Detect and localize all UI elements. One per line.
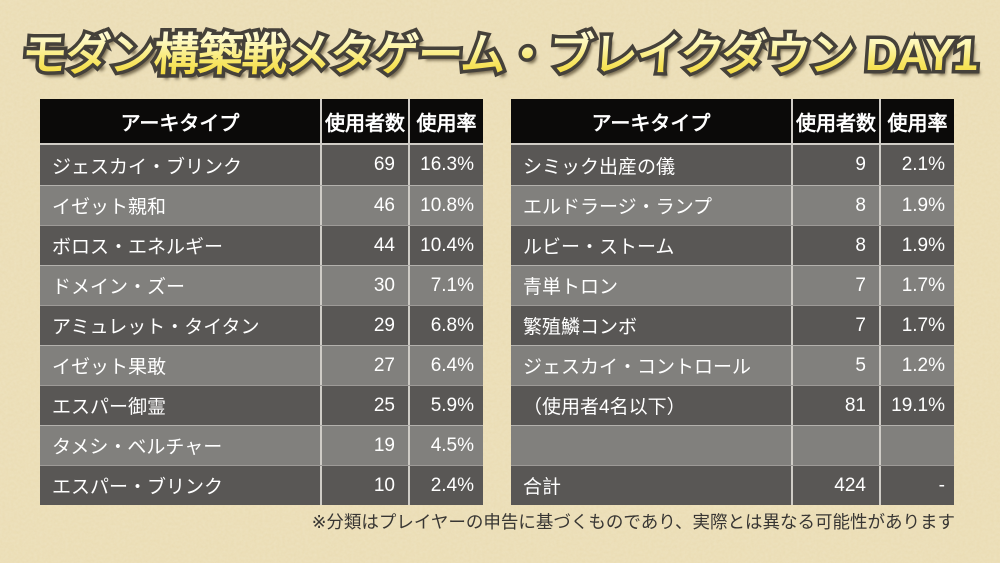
rate-cell: 1.9% <box>879 226 954 265</box>
users-cell: 46 <box>320 186 408 225</box>
rate-cell: 1.7% <box>879 306 954 345</box>
archetype-cell: ジェスカイ・コントロール <box>523 357 752 378</box>
archetype-cell: エルドラージ・ランプ <box>523 197 713 218</box>
archetype-cell: 青単トロン <box>523 277 619 298</box>
table-row: エスパー・ブリンク 10 2.4% <box>40 465 483 505</box>
users-cell <box>791 426 879 465</box>
archetype-cell: イゼット果敢 <box>52 357 167 378</box>
header-rate: 使用率 <box>879 99 954 143</box>
table-row: （使用者4名以下） 81 19.1% <box>511 385 954 425</box>
total-rate-cell: - <box>879 466 954 505</box>
table-row-total: 合計 424 - <box>511 465 954 505</box>
rate-cell: 1.9% <box>879 186 954 225</box>
users-cell: 19 <box>320 426 408 465</box>
users-cell: 81 <box>791 386 879 425</box>
archetype-cell <box>511 426 791 465</box>
archetype-cell: シミック出産の儀 <box>523 156 676 178</box>
page-title-text: モダン構築戦メタゲーム・ブレイクダウン DAY1 <box>0 18 1000 83</box>
table-row: アミュレット・タイタン 29 6.8% <box>40 305 483 345</box>
archetype-cell: エスパー御霊 <box>52 397 167 418</box>
rate-cell: 6.4% <box>408 346 483 385</box>
table-row-empty <box>511 425 954 465</box>
table-header-row: アーキタイプ 使用者数 使用率 <box>40 99 483 145</box>
archetype-cell: アミュレット・タイタン <box>52 317 260 338</box>
table-body: シミック出産の儀 9 2.1% エルドラージ・ランプ 8 1.9% ルビー・スト… <box>511 145 954 505</box>
table-row: シミック出産の儀 9 2.1% <box>511 145 954 185</box>
table-header-row: アーキタイプ 使用者数 使用率 <box>511 99 954 145</box>
table-row: 繁殖鱗コンボ 7 1.7% <box>511 305 954 345</box>
rate-cell: 1.7% <box>879 266 954 305</box>
disclaimer-note: ※分類はプレイヤーの申告に基づくものであり、実際とは異なる可能性があります <box>311 512 955 532</box>
metagame-table-right: アーキタイプ 使用者数 使用率 シミック出産の儀 9 2.1% エルドラージ・ラ… <box>511 99 954 505</box>
rate-cell: 2.1% <box>879 145 954 185</box>
archetype-cell: ドメイン・ズー <box>52 277 186 298</box>
table-row: タメシ・ベルチャー 19 4.5% <box>40 425 483 465</box>
rate-cell: 7.1% <box>408 266 483 305</box>
archetype-cell: エスパー・ブリンク <box>52 477 224 498</box>
table-body: ジェスカイ・ブリンク 69 16.3% イゼット親和 46 10.8% ボロス・… <box>40 145 483 505</box>
users-cell: 8 <box>791 226 879 265</box>
table-row: 青単トロン 7 1.7% <box>511 265 954 305</box>
header-archetype: アーキタイプ <box>591 112 711 135</box>
table-row: エルドラージ・ランプ 8 1.9% <box>511 185 954 225</box>
table-row: ルビー・ストーム 8 1.9% <box>511 225 954 265</box>
table-row: エスパー御霊 25 5.9% <box>40 385 483 425</box>
archetype-cell: タメシ・ベルチャー <box>52 437 223 458</box>
users-cell: 29 <box>320 306 408 345</box>
metagame-table-left: アーキタイプ 使用者数 使用率 ジェスカイ・ブリンク 69 16.3% イゼット… <box>40 99 483 505</box>
page-title: モダン構築戦メタゲーム・ブレイクダウン DAY1 モダン構築戦メタゲーム・ブレイ… <box>0 18 1000 86</box>
rate-cell: 10.4% <box>408 226 483 265</box>
users-cell: 7 <box>791 266 879 305</box>
table-row: イゼット果敢 27 6.4% <box>40 345 483 385</box>
users-cell: 10 <box>320 466 408 505</box>
header-rate: 使用率 <box>408 99 483 143</box>
rate-cell: 16.3% <box>408 145 483 185</box>
users-cell: 30 <box>320 266 408 305</box>
users-cell: 27 <box>320 346 408 385</box>
users-cell: 25 <box>320 386 408 425</box>
rate-cell: 5.9% <box>408 386 483 425</box>
rate-cell: 1.2% <box>879 346 954 385</box>
rate-cell <box>879 426 954 465</box>
rate-cell: 19.1% <box>879 386 954 425</box>
table-row: ドメイン・ズー 30 7.1% <box>40 265 483 305</box>
archetype-cell: ルビー・ストーム <box>523 237 675 258</box>
users-cell: 5 <box>791 346 879 385</box>
header-users: 使用者数 <box>320 99 408 143</box>
users-cell: 9 <box>791 145 879 185</box>
archetype-cell: 繁殖鱗コンボ <box>523 317 638 338</box>
rate-cell: 6.8% <box>408 306 483 345</box>
users-cell: 7 <box>791 306 879 345</box>
rate-cell: 10.8% <box>408 186 483 225</box>
archetype-cell: ジェスカイ・ブリンク <box>52 156 243 178</box>
archetype-cell: （使用者4名以下） <box>523 397 686 418</box>
header-archetype: アーキタイプ <box>120 112 240 135</box>
table-row: ボロス・エネルギー 44 10.4% <box>40 225 483 265</box>
users-cell: 8 <box>791 186 879 225</box>
total-label-cell: 合計 <box>523 477 562 498</box>
rate-cell: 4.5% <box>408 426 483 465</box>
total-users-cell: 424 <box>791 466 879 505</box>
users-cell: 69 <box>320 145 408 185</box>
header-users: 使用者数 <box>791 99 879 143</box>
table-row: イゼット親和 46 10.8% <box>40 185 483 225</box>
rate-cell: 2.4% <box>408 466 483 505</box>
table-row: ジェスカイ・コントロール 5 1.2% <box>511 345 954 385</box>
users-cell: 44 <box>320 226 408 265</box>
archetype-cell: ボロス・エネルギー <box>52 237 224 258</box>
table-row: ジェスカイ・ブリンク 69 16.3% <box>40 145 483 185</box>
archetype-cell: イゼット親和 <box>52 197 167 218</box>
